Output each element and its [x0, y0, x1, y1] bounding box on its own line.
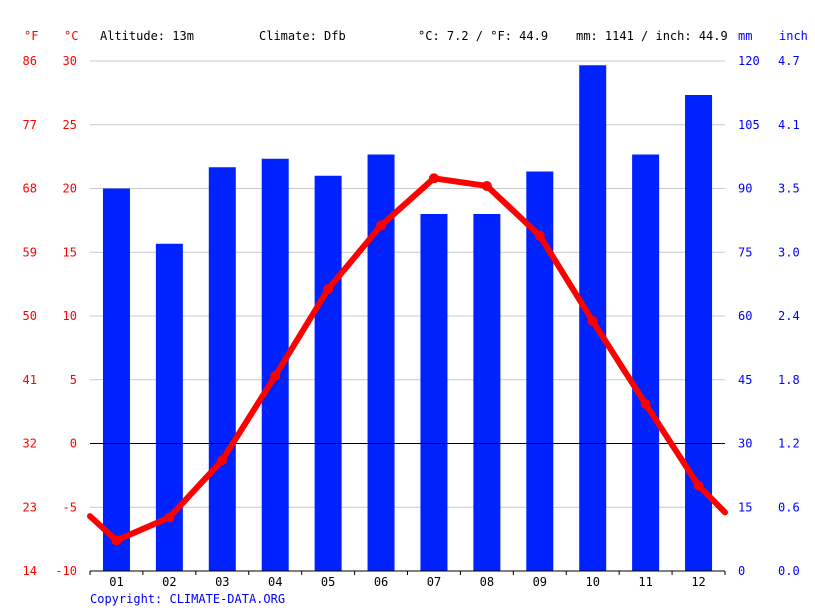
average-temperature-label: °C: 7.2 / °F: 44.9 [418, 29, 549, 43]
mm-tick-label: 120 [738, 54, 760, 68]
temperature-point [111, 535, 122, 546]
fahrenheit-tick-label: 23 [23, 500, 37, 514]
fahrenheit-tick-label: 77 [23, 118, 37, 132]
mm-tick-label: 15 [738, 500, 752, 514]
x-tick-label: 07 [427, 575, 441, 589]
celsius-tick-label: 5 [70, 373, 77, 387]
temperature-point [164, 512, 175, 523]
temperature-point [640, 398, 651, 409]
precipitation-bar [208, 167, 236, 571]
precipitation-bar [102, 188, 130, 571]
celsius-tick-label: 25 [63, 118, 77, 132]
precipitation-bar [420, 214, 448, 571]
celsius-tick-label: -10 [55, 564, 77, 578]
inch-tick-label: 0.6 [778, 500, 800, 514]
x-tick-label: 10 [585, 575, 599, 589]
altitude-label: Altitude: 13m [100, 29, 194, 43]
fahrenheit-tick-label: 50 [23, 309, 37, 323]
temperature-point [270, 370, 281, 381]
celsius-tick-label: -5 [63, 500, 77, 514]
temperature-point [428, 173, 439, 184]
total-precipitation-label: mm: 1141 / inch: 44.9 [576, 29, 728, 43]
mm-tick-label: 90 [738, 182, 752, 196]
celsius-unit-label: °C [64, 29, 79, 43]
x-tick-label: 06 [374, 575, 388, 589]
x-tick-label: 08 [480, 575, 494, 589]
celsius-tick-label: 20 [63, 182, 77, 196]
mm-tick-label: 75 [738, 245, 752, 259]
x-tick-label: 01 [109, 575, 123, 589]
precipitation-bar [473, 214, 501, 571]
inch-tick-label: 3.0 [778, 245, 800, 259]
mm-tick-label: 30 [738, 437, 752, 451]
fahrenheit-tick-label: 41 [23, 373, 37, 387]
temperature-point [481, 180, 492, 191]
precipitation-bar [632, 154, 660, 571]
x-tick-label: 04 [268, 575, 282, 589]
precipitation-bar [685, 95, 713, 571]
copyright-text: Copyright: CLIMATE-DATA.ORG [90, 592, 286, 606]
precipitation-bar [314, 175, 342, 571]
fahrenheit-tick-label: 86 [23, 54, 37, 68]
fahrenheit-tick-label: 32 [23, 437, 37, 451]
temperature-point [323, 284, 334, 295]
x-tick-label: 11 [638, 575, 652, 589]
fahrenheit-tick-label: 68 [23, 182, 37, 196]
x-tick-label: 05 [321, 575, 335, 589]
celsius-tick-label: 0 [70, 437, 77, 451]
x-tick-label: 03 [215, 575, 229, 589]
temperature-point [693, 480, 704, 491]
x-tick-label: 02 [162, 575, 176, 589]
fahrenheit-unit-label: °F [24, 29, 39, 43]
mm-tick-label: 0 [738, 564, 745, 578]
climate-label: Climate: Dfb [259, 29, 346, 43]
inch-unit-label: inch [779, 29, 808, 43]
inch-tick-label: 1.8 [778, 373, 800, 387]
mm-unit-label: mm [738, 29, 753, 43]
mm-tick-label: 105 [738, 118, 760, 132]
inch-tick-label: 3.5 [778, 182, 800, 196]
temperature-line [87, 175, 728, 544]
temperature-point [587, 316, 598, 327]
inch-tick-label: 4.1 [778, 118, 800, 132]
temperature-point [217, 455, 228, 466]
temperature-point [534, 230, 545, 241]
inch-tick-label: 1.2 [778, 437, 800, 451]
inch-tick-label: 4.7 [778, 54, 800, 68]
celsius-tick-label: 10 [63, 309, 77, 323]
fahrenheit-tick-label: 59 [23, 245, 37, 259]
inch-tick-label: 2.4 [778, 309, 800, 323]
x-tick-label: 09 [533, 575, 547, 589]
celsius-tick-label: 30 [63, 54, 77, 68]
mm-tick-label: 45 [738, 373, 752, 387]
celsius-tick-label: 15 [63, 245, 77, 259]
mm-tick-label: 60 [738, 309, 752, 323]
fahrenheit-tick-label: 14 [23, 564, 37, 578]
temperature-point [376, 220, 387, 231]
x-tick-label: 12 [691, 575, 705, 589]
inch-tick-label: 0.0 [778, 564, 800, 578]
